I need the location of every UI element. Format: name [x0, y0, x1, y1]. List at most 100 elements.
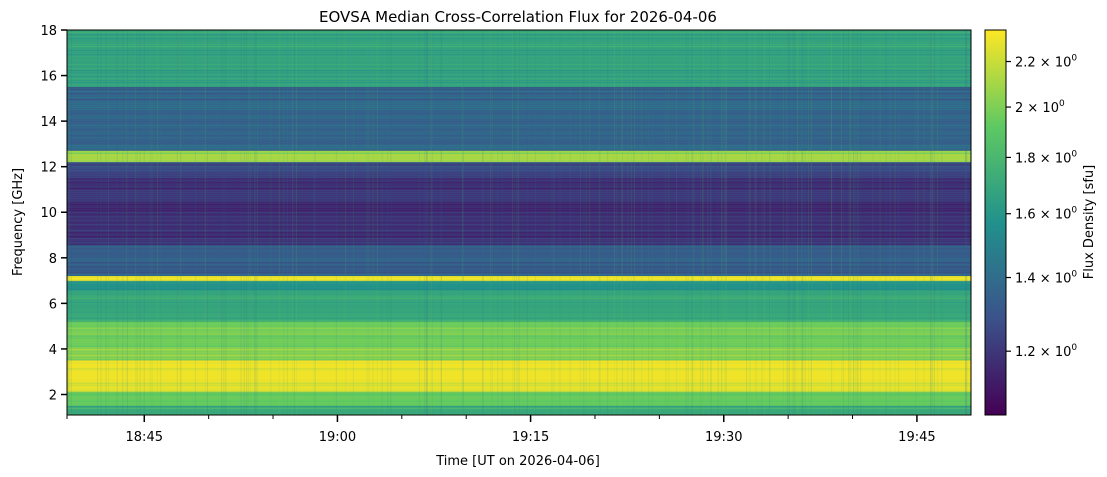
time-striation	[136, 30, 138, 415]
y-tick-label: 6	[49, 297, 57, 312]
colorbar-tick-label: 2 × 100	[1015, 99, 1065, 116]
time-striation	[97, 30, 99, 415]
time-striation	[607, 30, 609, 415]
band-texture	[67, 398, 971, 400]
time-striation	[691, 30, 693, 415]
x-axis: 18:45 19:00 19:15 19:30 19:45	[66, 415, 936, 445]
time-striation	[768, 30, 770, 415]
time-striation	[800, 30, 802, 415]
band-texture	[67, 42, 971, 44]
time-striation	[426, 30, 428, 415]
colorbar-ticks: 1.2 × 100 1.4 × 100 1.6 × 100 1.8 × 100 2 × …	[1006, 54, 1077, 360]
time-striation	[707, 30, 709, 415]
band-texture	[67, 309, 971, 311]
time-striation	[352, 30, 354, 415]
time-striation	[937, 30, 939, 415]
band-texture	[67, 130, 971, 133]
band-texture	[67, 30, 971, 32]
band-texture	[67, 36, 971, 38]
band-texture	[67, 160, 971, 162]
band-texture	[67, 180, 971, 182]
band-texture	[67, 325, 971, 327]
time-striation	[105, 30, 107, 415]
time-striation	[710, 30, 712, 415]
time-striation	[143, 30, 145, 415]
band-texture	[67, 174, 971, 176]
band-texture	[67, 405, 971, 408]
band-texture	[67, 64, 971, 66]
band-texture	[67, 146, 971, 149]
time-striation	[366, 30, 368, 415]
band-texture	[67, 140, 971, 143]
y-axis: 2 4 6 8 10 12 14 16 18	[40, 24, 67, 403]
colorbar-tick-label: 1.8 × 100	[1015, 149, 1077, 166]
band-texture	[67, 100, 971, 103]
band-texture	[67, 291, 971, 293]
time-striation	[879, 30, 881, 415]
band-texture	[67, 317, 971, 319]
band-texture	[67, 158, 971, 160]
time-striation	[194, 30, 196, 415]
band-texture	[67, 60, 971, 62]
band-texture	[67, 407, 971, 410]
time-striation	[497, 30, 499, 415]
band-texture	[67, 329, 971, 331]
time-striation	[345, 30, 347, 415]
band-texture	[67, 388, 971, 391]
time-striation	[295, 30, 297, 415]
band-texture	[67, 152, 971, 154]
time-striation	[748, 30, 750, 415]
time-striation	[482, 30, 484, 415]
band-texture	[67, 327, 971, 329]
time-striation	[810, 30, 812, 415]
band-texture	[67, 72, 971, 74]
band-texture	[67, 303, 971, 305]
time-striation	[810, 30, 812, 415]
band-texture	[67, 321, 971, 323]
time-striation	[126, 30, 128, 415]
time-striation	[583, 30, 585, 415]
time-striation	[518, 30, 520, 415]
band-texture	[67, 96, 971, 99]
band-texture	[67, 368, 971, 370]
time-striation	[965, 30, 967, 415]
band-texture	[67, 272, 971, 274]
band-texture	[67, 323, 971, 325]
band-texture	[67, 54, 971, 56]
band-texture	[67, 184, 971, 186]
chart-title: EOVSA Median Cross-Correlation Flux for …	[319, 8, 717, 26]
time-striation	[840, 30, 842, 415]
band-texture	[67, 196, 971, 198]
band-texture	[67, 319, 971, 321]
time-striation	[932, 30, 934, 415]
time-striation	[849, 30, 851, 415]
time-striation	[335, 30, 337, 415]
band-texture	[67, 90, 971, 93]
band-texture	[67, 224, 971, 226]
time-striation	[286, 30, 288, 415]
band-texture	[67, 110, 971, 113]
band-texture	[67, 278, 971, 280]
band-texture	[67, 356, 971, 359]
time-striation	[585, 30, 587, 415]
time-striation	[964, 30, 966, 415]
band-texture	[67, 142, 971, 145]
time-striation	[702, 30, 704, 415]
y-tick-label: 16	[40, 70, 57, 85]
band-texture	[67, 222, 971, 224]
time-striation	[720, 30, 722, 415]
band-texture	[67, 242, 971, 244]
band-texture	[67, 284, 971, 286]
time-striation	[702, 30, 704, 415]
time-striation	[724, 30, 726, 415]
band-texture	[67, 390, 971, 393]
band-texture	[67, 339, 971, 341]
time-striation	[700, 30, 702, 415]
band-texture	[67, 148, 971, 151]
time-striation	[966, 30, 968, 415]
band-texture	[67, 293, 971, 295]
band-texture	[67, 337, 971, 339]
band-texture	[67, 264, 971, 266]
band-texture	[67, 84, 971, 86]
band-texture	[67, 136, 971, 139]
